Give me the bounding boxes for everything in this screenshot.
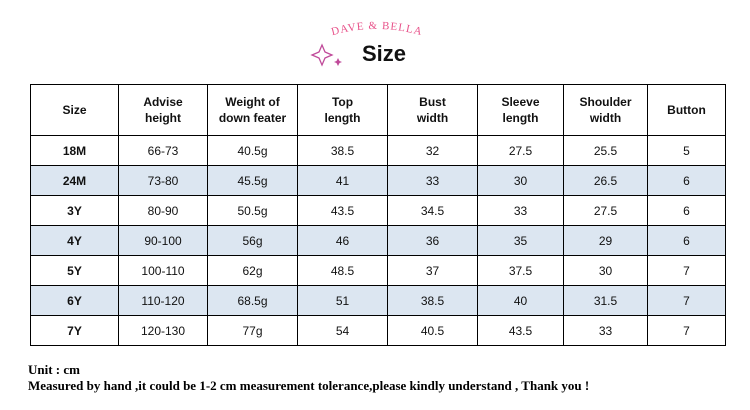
table-cell: 54	[297, 315, 388, 346]
table-cell: 3Y	[30, 195, 119, 226]
table-cell: 51	[297, 285, 388, 316]
table-cell: 18M	[30, 135, 119, 166]
table-cell: 5Y	[30, 255, 119, 286]
table-cell: 120-130	[118, 315, 208, 346]
table-cell: 4Y	[30, 225, 119, 256]
unit: Unit : cm	[28, 362, 80, 377]
header-line: Sleeve	[501, 95, 540, 109]
table-cell: 24M	[30, 165, 119, 196]
header-line: Bust	[419, 95, 446, 109]
note: Measured by hand ,it could be 1-2 cm mea…	[28, 378, 590, 393]
table-cell: 6	[647, 165, 726, 196]
title: Size	[362, 41, 406, 66]
table-cell: 31.5	[563, 285, 648, 316]
header-line: Weight of	[225, 95, 280, 109]
table-cell: 38.5	[387, 285, 478, 316]
column-header: Shoulder width	[563, 84, 648, 136]
column-header: Weight of down feater	[207, 84, 298, 136]
table-cell: 33	[563, 315, 648, 346]
table-cell: 110-120	[118, 285, 208, 316]
header-line: length	[502, 111, 539, 125]
table-cell: 40.5g	[207, 135, 298, 166]
table-cell: 40	[477, 285, 564, 316]
column-header: Bust width	[387, 84, 478, 136]
header-line: height	[145, 111, 181, 125]
table-cell: 62g	[207, 255, 298, 286]
table-cell: 7	[647, 315, 726, 346]
table-cell: 25.5	[563, 135, 648, 166]
table-cell: 68.5g	[207, 285, 298, 316]
table-cell: 56g	[207, 225, 298, 256]
header-line: width	[416, 111, 449, 125]
column-header: Button	[647, 84, 726, 136]
table-cell: 43.5	[297, 195, 388, 226]
table-cell: 34.5	[387, 195, 478, 226]
table-cell: 37	[387, 255, 478, 286]
table-cell: 45.5g	[207, 165, 298, 196]
header-line: down feater	[218, 111, 287, 125]
table-cell: 50.5g	[207, 195, 298, 226]
table-cell: 80-90	[118, 195, 208, 226]
table-cell: 73-80	[118, 165, 208, 196]
table-cell: 37.5	[477, 255, 564, 286]
table-cell: 43.5	[477, 315, 564, 346]
table-row: 24M 73-80 45.5g 41 33 30 26.5 6	[30, 165, 726, 196]
table-cell: 7Y	[30, 315, 119, 346]
header-line: Top	[331, 95, 354, 109]
table-cell: 26.5	[563, 165, 648, 196]
table-row: 18M 66-73 40.5g 38.5 32 27.5 25.5 5	[30, 135, 726, 166]
table-cell: 32	[387, 135, 478, 166]
table-cell: 7	[647, 255, 726, 286]
table-cell: 27.5	[563, 195, 648, 226]
table-cell: 6	[647, 225, 726, 256]
table-row: 3Y 80-90 50.5g 43.5 34.5 33 27.5 6	[30, 195, 726, 226]
header-line: Shoulder	[579, 95, 632, 109]
table-cell: 29	[563, 225, 648, 256]
table-cell: 33	[387, 165, 478, 196]
table-cell: 40.5	[387, 315, 478, 346]
header-line: width	[589, 111, 622, 125]
table-cell: 35	[477, 225, 564, 256]
table-cell: 77g	[207, 315, 298, 346]
header-line: Size	[62, 103, 87, 117]
table-row: 6Y 110-120 68.5g 51 38.5 40 31.5 7	[30, 285, 726, 316]
table-cell: 36	[387, 225, 478, 256]
table-cell: 48.5	[297, 255, 388, 286]
table-cell: 7	[647, 285, 726, 316]
table-cell: 30	[477, 165, 564, 196]
table-cell: 46	[297, 225, 388, 256]
table-cell: 100-110	[118, 255, 208, 286]
size-table: Size Advise height Weight of down feater Top l…	[30, 84, 726, 346]
brand-text: DAVE & BELLA	[330, 20, 423, 38]
table-body: 18M 66-73 40.5g 38.5 32 27.5 25.5 5 24M 73-80 45.5…	[30, 135, 726, 346]
table-cell: 6	[647, 195, 726, 226]
brand: DAVE & BELLA	[330, 20, 424, 38]
header-row: Size Advise height Weight of down feater Top l…	[30, 84, 726, 136]
header: DAVE & BELLA Size	[310, 20, 424, 67]
table-cell: 27.5	[477, 135, 564, 166]
table-cell: 6Y	[30, 285, 119, 316]
table-row: 7Y 120-130 77g 54 40.5 43.5 33 7	[30, 315, 726, 346]
table-row: 4Y 90-100 56g 46 36 35 29 6	[30, 225, 726, 256]
column-header: Size	[30, 84, 119, 136]
column-header: Sleeve length	[477, 84, 564, 136]
column-header: Advise height	[118, 84, 208, 136]
header-line: Advise	[143, 95, 183, 109]
table-cell: 33	[477, 195, 564, 226]
header-line: length	[324, 111, 361, 125]
table-cell: 66-73	[118, 135, 208, 166]
table-cell: 5	[647, 135, 726, 166]
table-cell: 30	[563, 255, 648, 286]
sparkle	[310, 43, 334, 67]
header-line: Button	[667, 103, 706, 117]
table-cell: 38.5	[297, 135, 388, 166]
table-cell: 41	[297, 165, 388, 196]
sparkle	[334, 58, 342, 66]
table-row: 5Y 100-110 62g 48.5 37 37.5 30 7	[30, 255, 726, 286]
table-cell: 90-100	[118, 225, 208, 256]
column-header: Top length	[297, 84, 388, 136]
